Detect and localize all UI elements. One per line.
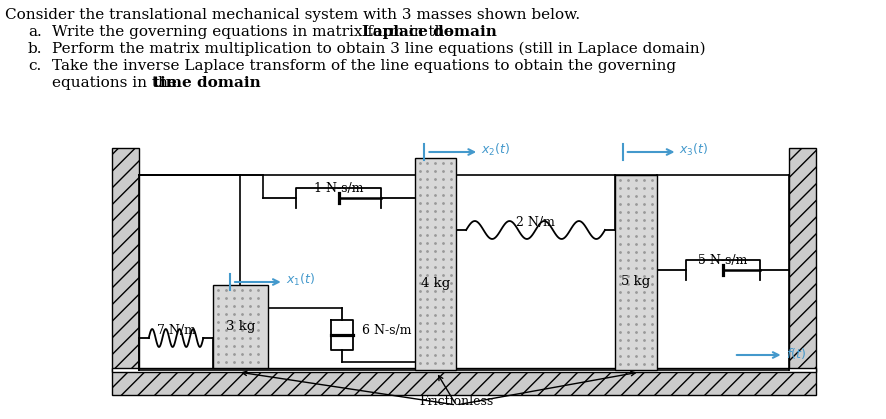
Text: $f(t)$: $f(t)$ xyxy=(787,346,806,360)
Bar xyxy=(112,370,816,395)
Text: 6 N-s/m: 6 N-s/m xyxy=(362,323,411,336)
Bar xyxy=(415,158,456,370)
Text: Take the inverse Laplace transform of the line equations to obtain the governing: Take the inverse Laplace transform of th… xyxy=(51,59,676,73)
Text: $x_1(t)$: $x_1(t)$ xyxy=(285,272,315,288)
Text: 1 N-s/m: 1 N-s/m xyxy=(314,182,363,195)
Bar xyxy=(615,175,657,370)
Text: 2 N/m: 2 N/m xyxy=(517,216,555,229)
Text: 7 N/m: 7 N/m xyxy=(157,324,196,337)
Text: Frictionless: Frictionless xyxy=(419,395,494,408)
Text: 5 kg: 5 kg xyxy=(621,276,650,289)
Bar xyxy=(112,148,139,370)
Text: Laplace domain: Laplace domain xyxy=(362,25,497,39)
Text: a.: a. xyxy=(27,25,42,39)
Text: $x_2(t)$: $x_2(t)$ xyxy=(481,142,510,158)
Text: Consider the translational mechanical system with 3 masses shown below.: Consider the translational mechanical sy… xyxy=(5,8,580,22)
Text: 5 N-s/m: 5 N-s/m xyxy=(698,254,748,267)
Text: b.: b. xyxy=(27,42,43,56)
Text: equations in the: equations in the xyxy=(51,76,182,90)
Text: $x_3(t)$: $x_3(t)$ xyxy=(680,142,709,158)
Text: 3 kg: 3 kg xyxy=(226,320,255,333)
Text: c.: c. xyxy=(27,59,41,73)
Text: Write the governing equations in matrix form in the: Write the governing equations in matrix … xyxy=(51,25,458,39)
Text: time domain: time domain xyxy=(153,76,260,90)
Bar xyxy=(789,148,816,370)
Bar xyxy=(112,368,816,372)
Text: 4 kg: 4 kg xyxy=(421,277,450,290)
Bar xyxy=(214,285,268,368)
Text: Perform the matrix multiplication to obtain 3 line equations (still in Laplace d: Perform the matrix multiplication to obt… xyxy=(51,42,705,57)
